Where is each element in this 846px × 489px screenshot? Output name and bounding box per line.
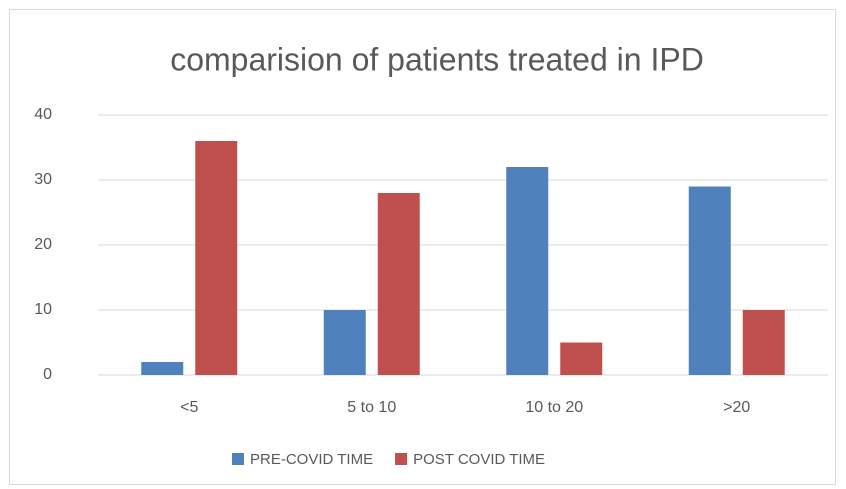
chart-title: comparision of patients treated in IPD [170,41,704,77]
y-tick-label: 20 [34,236,52,253]
y-tick-label: 40 [34,106,52,123]
legend-swatch [395,453,408,465]
y-tick-label: 0 [43,366,52,383]
y-tick-label: 30 [34,171,52,188]
bar [323,310,366,375]
bar [377,193,420,375]
legend-swatch [232,453,244,465]
y-tick-label: 10 [34,301,52,318]
x-tick-label: >20 [723,399,750,416]
x-tick-label: 10 to 20 [525,399,583,416]
bar [742,310,785,375]
bar [506,167,549,375]
bar [141,362,184,375]
legend-label: PRE-COVID TIME [250,451,373,468]
bar [195,141,238,375]
bar [688,186,731,375]
x-tick-label: 5 to 10 [347,399,396,416]
legend-label: POST COVID TIME [413,451,545,468]
x-tick-label: <5 [180,399,198,416]
bar [560,342,603,375]
